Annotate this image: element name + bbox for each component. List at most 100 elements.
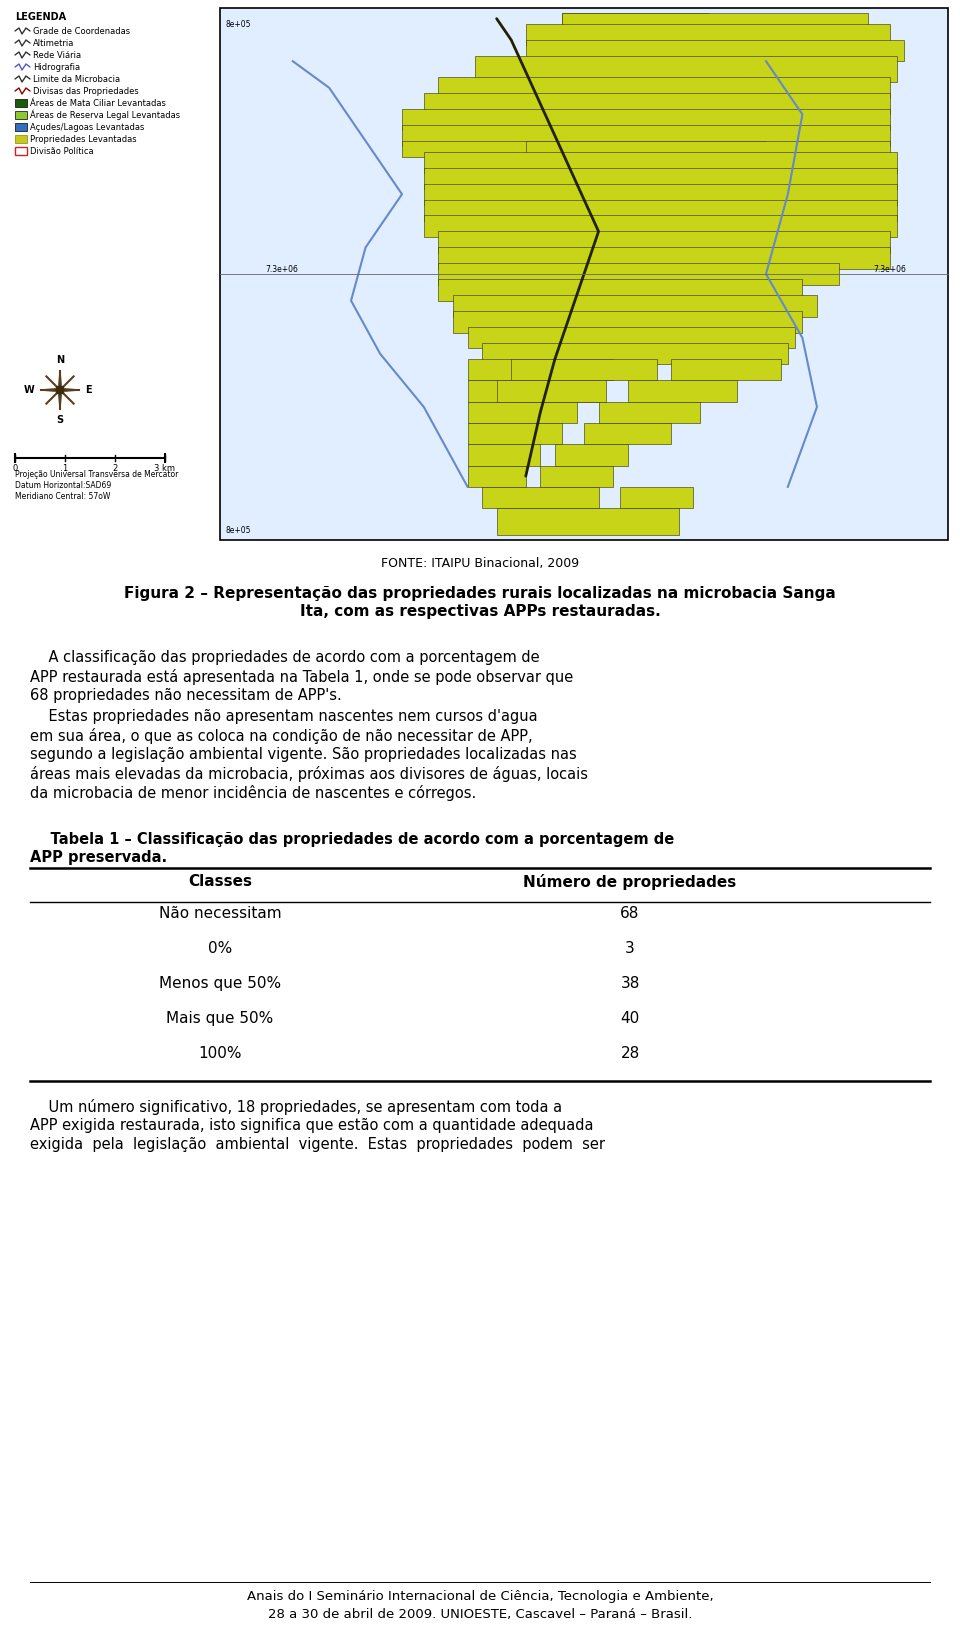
Bar bbox=[439, 279, 803, 300]
Bar bbox=[526, 25, 890, 46]
Bar bbox=[526, 141, 890, 157]
Bar bbox=[540, 465, 613, 487]
Bar bbox=[15, 148, 27, 156]
Text: Áreas de Mata Ciliar Levantadas: Áreas de Mata Ciliar Levantadas bbox=[30, 98, 166, 108]
Bar bbox=[424, 215, 897, 236]
Bar bbox=[402, 141, 766, 157]
Bar bbox=[475, 56, 897, 82]
Bar bbox=[555, 444, 628, 465]
Text: Divisão Política: Divisão Política bbox=[30, 146, 94, 156]
Text: 7.3e+06: 7.3e+06 bbox=[265, 264, 298, 274]
Text: 7.3e+06: 7.3e+06 bbox=[873, 264, 906, 274]
Bar bbox=[496, 380, 606, 402]
Text: Propriedades Levantadas: Propriedades Levantadas bbox=[30, 134, 136, 144]
Bar bbox=[468, 380, 599, 402]
Bar bbox=[468, 444, 540, 465]
Bar bbox=[468, 359, 613, 380]
Text: 8e+05: 8e+05 bbox=[225, 526, 251, 534]
Polygon shape bbox=[59, 370, 61, 385]
Text: Mais que 50%: Mais que 50% bbox=[166, 1011, 274, 1026]
Bar bbox=[402, 110, 890, 131]
Text: exigida  pela  legislação  ambiental  vigente.  Estas  propriedades  podem  ser: exigida pela legislação ambiental vigent… bbox=[30, 1137, 605, 1152]
Text: APP restaurada está apresentada na Tabela 1, onde se pode observar que: APP restaurada está apresentada na Tabel… bbox=[30, 669, 573, 685]
Polygon shape bbox=[40, 388, 55, 392]
Text: Altimetria: Altimetria bbox=[33, 38, 74, 48]
Bar bbox=[671, 359, 780, 380]
Text: Divisas das Propriedades: Divisas das Propriedades bbox=[33, 87, 139, 95]
Text: S: S bbox=[57, 415, 63, 425]
Bar bbox=[424, 184, 897, 205]
Text: FONTE: ITAIPU Binacional, 2009: FONTE: ITAIPU Binacional, 2009 bbox=[381, 557, 579, 570]
Bar bbox=[482, 487, 599, 508]
Bar bbox=[468, 402, 577, 423]
Bar bbox=[15, 98, 27, 107]
Bar bbox=[628, 380, 737, 402]
Bar bbox=[599, 402, 701, 423]
Bar bbox=[439, 231, 890, 252]
Bar bbox=[563, 13, 868, 30]
Text: Estas propriedades não apresentam nascentes nem cursos d'agua: Estas propriedades não apresentam nascen… bbox=[30, 710, 538, 724]
Text: Rede Viária: Rede Viária bbox=[33, 51, 82, 59]
Text: APP exigida restaurada, isto significa que estão com a quantidade adequada: APP exigida restaurada, isto significa q… bbox=[30, 1118, 593, 1133]
Text: 68: 68 bbox=[620, 906, 639, 921]
Text: 38: 38 bbox=[620, 975, 639, 992]
Text: Anais do I Seminário Internacional de Ciência, Tecnologia e Ambiente,: Anais do I Seminário Internacional de Ci… bbox=[247, 1590, 713, 1603]
Text: 1: 1 bbox=[62, 464, 67, 474]
Bar bbox=[424, 93, 890, 115]
Text: Menos que 50%: Menos que 50% bbox=[159, 975, 281, 992]
Bar bbox=[468, 465, 526, 487]
Text: Figura 2 – Representação das propriedades rurais localizadas na microbacia Sanga: Figura 2 – Representação das propriedade… bbox=[124, 587, 836, 602]
Text: Número de propriedades: Número de propriedades bbox=[523, 874, 736, 890]
Bar bbox=[402, 125, 890, 146]
Bar bbox=[482, 343, 788, 364]
Text: em sua área, o que as coloca na condição de não necessitar de APP,: em sua área, o que as coloca na condição… bbox=[30, 728, 533, 744]
Text: Grade de Coordenadas: Grade de Coordenadas bbox=[33, 26, 131, 36]
Bar bbox=[620, 487, 693, 508]
Text: Hidrografia: Hidrografia bbox=[33, 62, 80, 72]
Text: Um número significativo, 18 propriedades, se apresentam com toda a: Um número significativo, 18 propriedades… bbox=[30, 1100, 563, 1115]
Bar bbox=[453, 295, 817, 316]
Circle shape bbox=[56, 385, 64, 395]
Bar bbox=[584, 423, 671, 444]
Text: 68 propriedades não necessitam de APP's.: 68 propriedades não necessitam de APP's. bbox=[30, 688, 342, 703]
Bar bbox=[496, 508, 679, 534]
Bar bbox=[526, 39, 904, 61]
Text: N: N bbox=[56, 354, 64, 365]
Bar bbox=[439, 247, 890, 269]
Text: Áreas de Reserva Legal Levantadas: Áreas de Reserva Legal Levantadas bbox=[30, 110, 180, 120]
Bar bbox=[439, 264, 839, 285]
Text: da microbacia de menor incidência de nascentes e córregos.: da microbacia de menor incidência de nas… bbox=[30, 785, 476, 801]
Text: 100%: 100% bbox=[199, 1046, 242, 1060]
Text: 3: 3 bbox=[625, 941, 635, 956]
Text: áreas mais elevadas da microbacia, próximas aos divisores de águas, locais: áreas mais elevadas da microbacia, próxi… bbox=[30, 765, 588, 782]
Bar bbox=[468, 423, 563, 444]
Bar bbox=[15, 111, 27, 120]
Text: 40: 40 bbox=[620, 1011, 639, 1026]
Text: Classes: Classes bbox=[188, 874, 252, 888]
Polygon shape bbox=[59, 395, 61, 410]
Text: Tabela 1 – Classificação das propriedades de acordo com a porcentagem de: Tabela 1 – Classificação das propriedade… bbox=[30, 833, 674, 847]
Bar bbox=[468, 328, 795, 349]
Text: 3 km: 3 km bbox=[155, 464, 176, 474]
Bar bbox=[424, 167, 897, 188]
Text: Projeção Universal Transversa de Mercator: Projeção Universal Transversa de Mercato… bbox=[15, 470, 179, 479]
Text: 28: 28 bbox=[620, 1046, 639, 1060]
Text: W: W bbox=[24, 385, 35, 395]
Text: Limite da Microbacia: Limite da Microbacia bbox=[33, 74, 120, 84]
Text: 0: 0 bbox=[12, 464, 17, 474]
Text: A classificação das propriedades de acordo com a porcentagem de: A classificação das propriedades de acor… bbox=[30, 651, 540, 665]
Bar bbox=[220, 8, 948, 539]
Text: Não necessitam: Não necessitam bbox=[158, 906, 281, 921]
Text: segundo a legislação ambiental vigente. São propriedades localizadas nas: segundo a legislação ambiental vigente. … bbox=[30, 747, 577, 762]
Bar bbox=[453, 311, 803, 333]
Bar bbox=[511, 359, 657, 380]
Bar bbox=[563, 13, 708, 34]
Text: 0%: 0% bbox=[208, 941, 232, 956]
Text: 28 a 30 de abril de 2009. UNIOESTE, Cascavel – Paraná – Brasil.: 28 a 30 de abril de 2009. UNIOESTE, Casc… bbox=[268, 1608, 692, 1621]
Text: Açudes/Lagoas Levantadas: Açudes/Lagoas Levantadas bbox=[30, 123, 144, 131]
Text: Meridiano Central: 57oW: Meridiano Central: 57oW bbox=[15, 492, 110, 502]
Bar bbox=[424, 152, 897, 174]
Text: 8e+05: 8e+05 bbox=[225, 20, 251, 30]
Text: LEGENDA: LEGENDA bbox=[15, 11, 66, 21]
Polygon shape bbox=[65, 388, 80, 392]
